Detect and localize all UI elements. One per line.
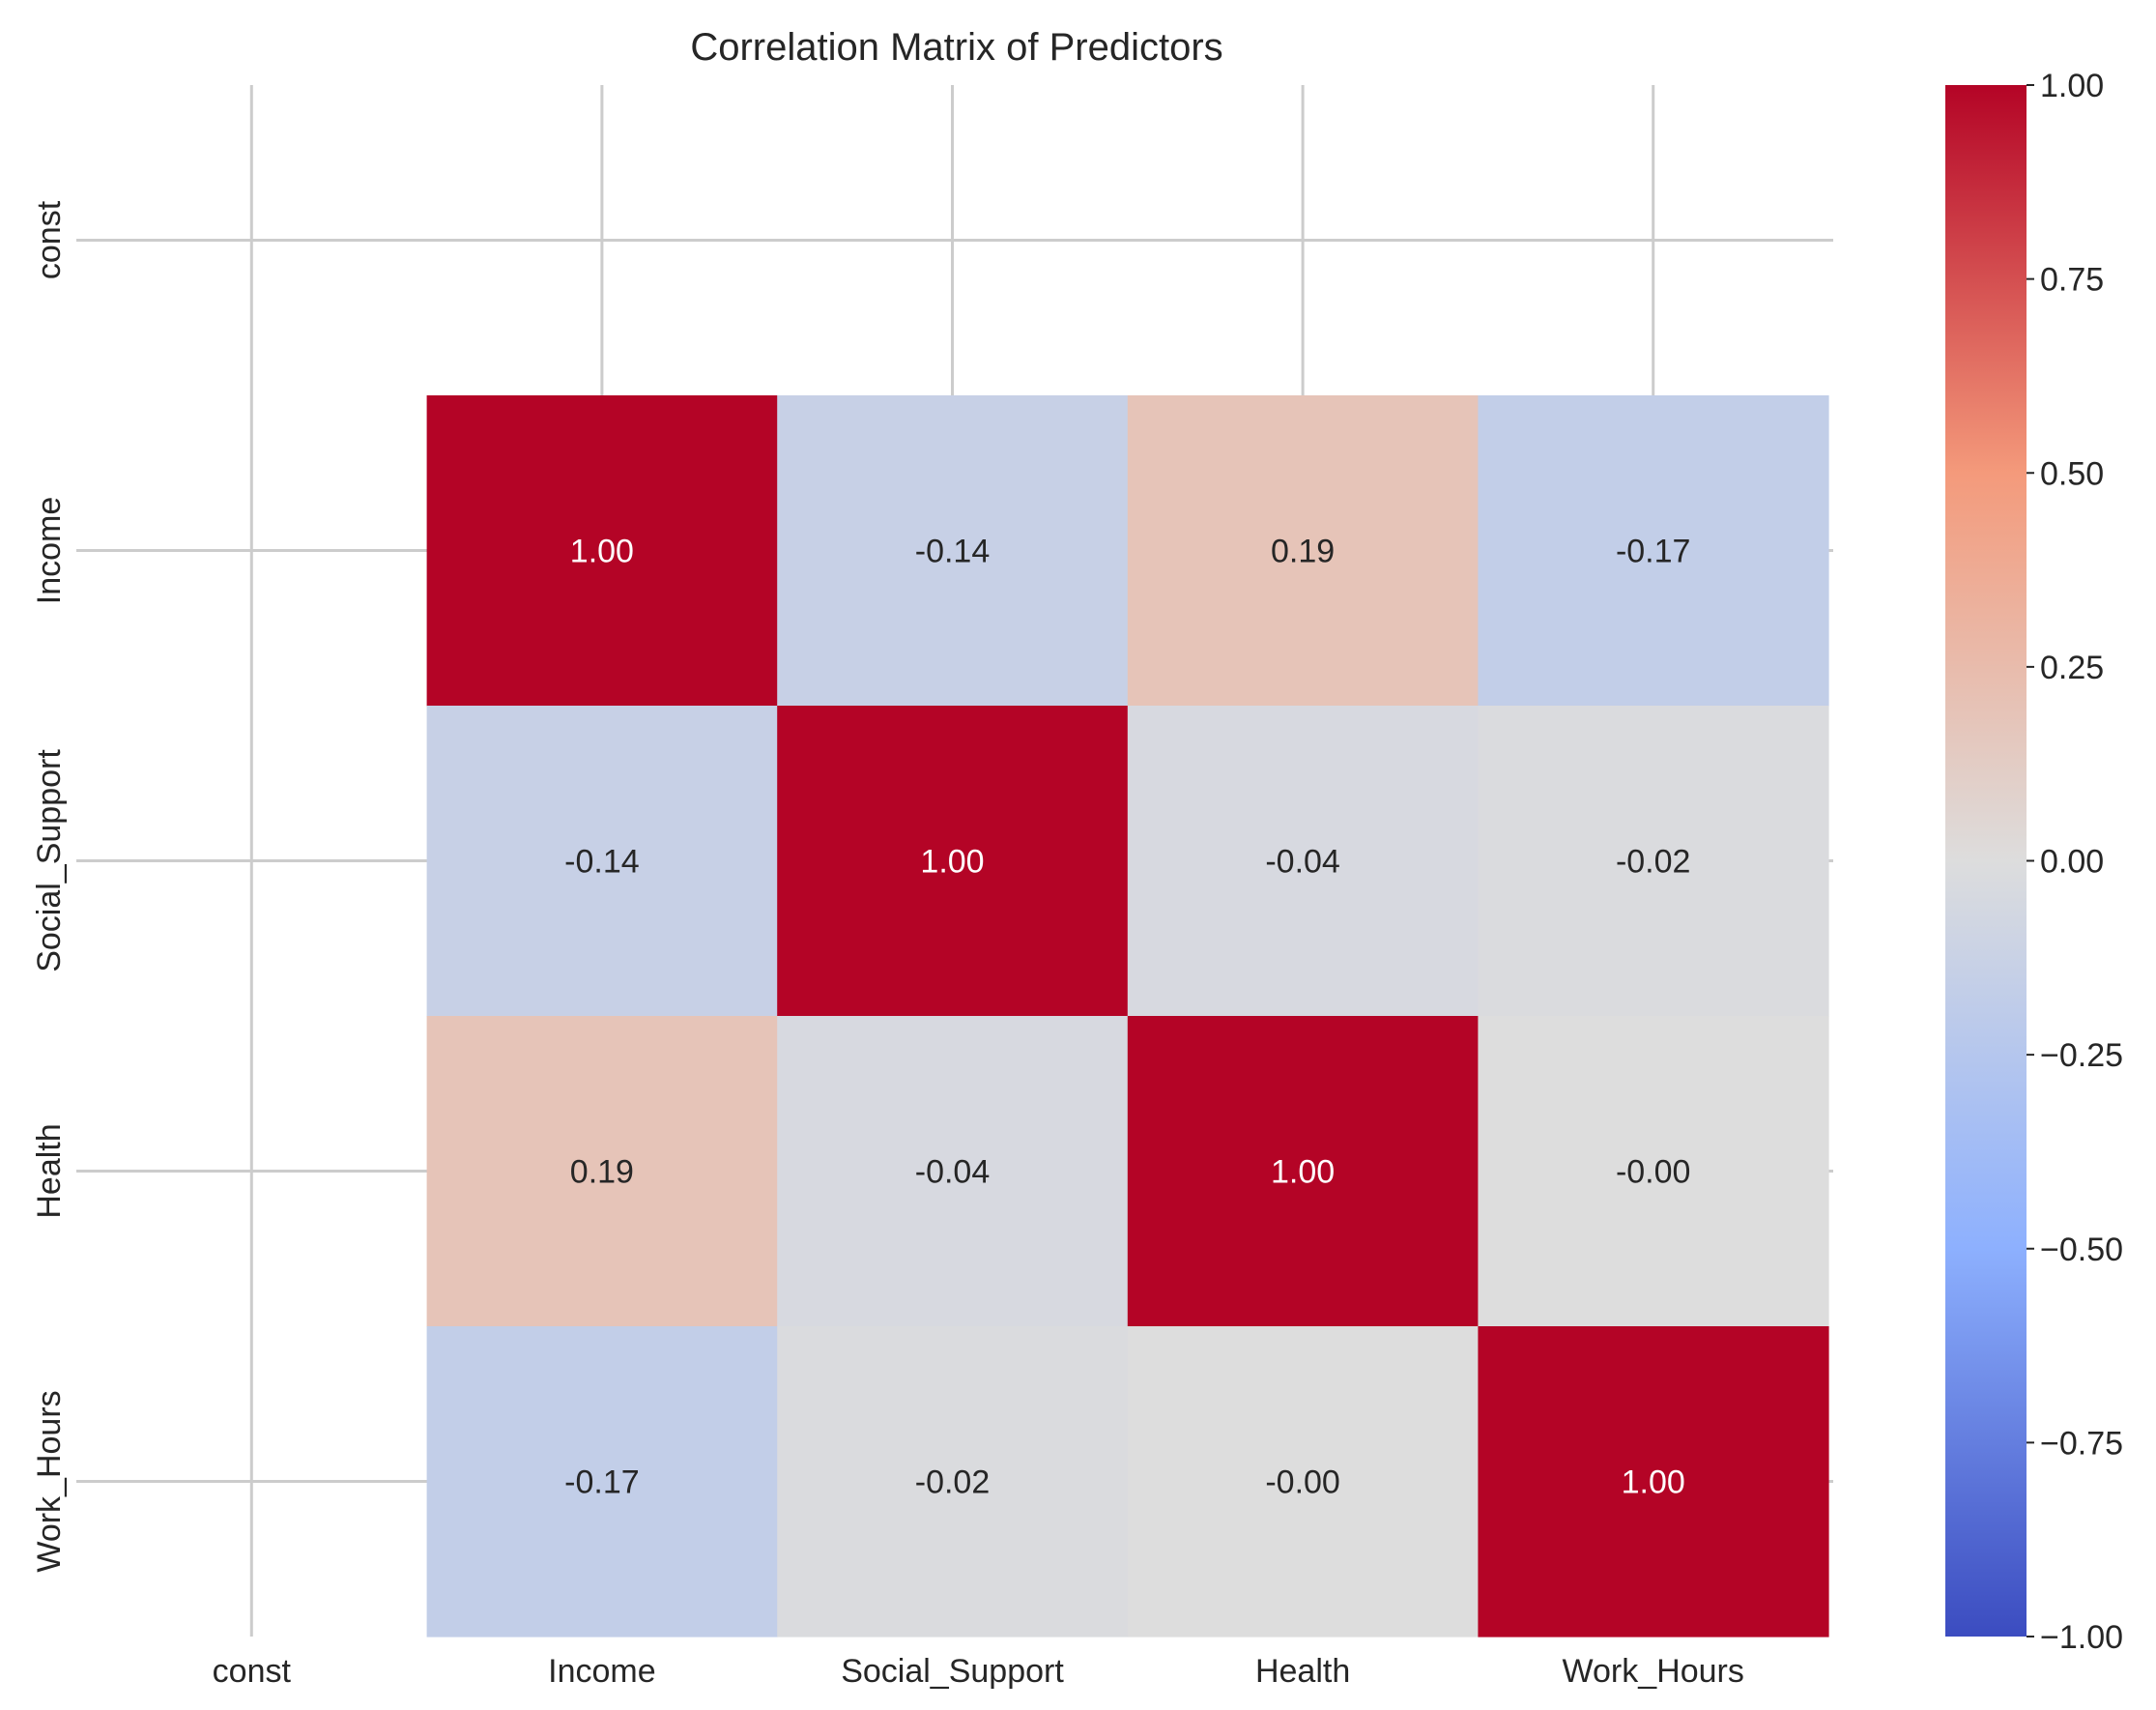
cell-value-label: 1.00 xyxy=(1622,1464,1685,1501)
heatmap-cell xyxy=(426,1016,778,1327)
heatmap-cell xyxy=(777,1326,1129,1638)
heatmap-cell xyxy=(1478,706,1829,1017)
cell-value-label: -0.00 xyxy=(1616,1154,1691,1191)
heatmap-cell xyxy=(426,706,778,1017)
y-tick-label: const xyxy=(31,200,68,279)
y-axis-tick-labels: const Income Social_Support Health Work_Hour… xyxy=(31,200,68,1572)
colorbar-tick-label: −0.25 xyxy=(2040,1037,2123,1074)
y-tick-label: Work_Hours xyxy=(31,1390,68,1572)
colorbar-tick-label: −1.00 xyxy=(2040,1619,2123,1656)
heatmap-cell xyxy=(777,1016,1129,1327)
cell-value-label: -0.02 xyxy=(915,1464,991,1501)
x-tick-label: Social_Support xyxy=(841,1653,1064,1690)
colorbar-tick-label: −0.50 xyxy=(2040,1232,2123,1268)
heatmap-cell xyxy=(426,1326,778,1638)
x-tick-label: Income xyxy=(548,1653,656,1690)
cell-value-label: -0.02 xyxy=(1616,844,1691,881)
colorbar-tick-label: 1.00 xyxy=(2040,68,2104,104)
heatmap-cell xyxy=(1478,1326,1829,1638)
cell-value-label: -0.17 xyxy=(564,1464,640,1501)
colorbar-tick-label: 0.50 xyxy=(2040,455,2104,492)
colorbar-tick-label: −0.75 xyxy=(2040,1425,2123,1462)
colorbar-tick-label: 0.75 xyxy=(2040,262,2104,299)
cell-value-labels: 1.00 -0.14 0.19 -0.17 -0.14 1.00 -0.04 -0.02 0.1… xyxy=(564,534,1690,1501)
cell-value-label: 0.19 xyxy=(1271,534,1335,570)
cell-value-label: -0.04 xyxy=(915,1154,991,1191)
cell-value-label: -0.00 xyxy=(1265,1464,1340,1501)
cell-value-label: 1.00 xyxy=(920,844,984,881)
cell-value-label: 0.19 xyxy=(570,1154,634,1191)
cell-value-label: -0.17 xyxy=(1616,534,1691,570)
colorbar-tick-label: 0.25 xyxy=(2040,650,2104,686)
heatmap-cell xyxy=(1127,1016,1479,1327)
heatmap-cell xyxy=(1127,706,1479,1017)
colorbar-gradient xyxy=(1945,85,2027,1637)
heatmap-cell xyxy=(1478,1016,1829,1327)
colorbar: 1.00 0.75 0.50 0.25 0.00 −0.25 −0.50 −0.75 −1.00 xyxy=(1945,68,2123,1656)
y-tick-label: Social_Support xyxy=(31,749,68,972)
heatmap-cell xyxy=(1478,395,1829,707)
cell-value-label: -0.14 xyxy=(564,844,640,881)
heatmap-cell xyxy=(777,395,1129,707)
cell-value-label: 1.00 xyxy=(570,534,634,570)
cell-value-label: 1.00 xyxy=(1271,1154,1335,1191)
colorbar-tick-label: 0.00 xyxy=(2040,844,2104,881)
y-tick-label: Health xyxy=(31,1123,68,1218)
heatmap-cell xyxy=(1127,395,1479,707)
heatmap-cells xyxy=(426,395,1829,1638)
chart-title: Correlation Matrix of Predictors xyxy=(690,26,1222,69)
cell-value-label: -0.14 xyxy=(915,534,991,570)
heatmap-cell xyxy=(1127,1326,1479,1638)
cell-value-label: -0.04 xyxy=(1265,844,1340,881)
x-tick-label: const xyxy=(213,1653,292,1690)
x-tick-label: Work_Hours xyxy=(1563,1653,1744,1690)
colorbar-tick-labels: 1.00 0.75 0.50 0.25 0.00 −0.25 −0.50 −0.75 −1.00 xyxy=(2027,68,2123,1656)
y-tick-label: Income xyxy=(31,497,68,605)
x-tick-label: Health xyxy=(1255,1653,1350,1690)
heatmap-cell xyxy=(777,706,1129,1017)
x-axis-tick-labels: const Income Social_Support Health Work_Hour… xyxy=(213,1653,1744,1690)
heatmap-cell xyxy=(426,395,778,707)
